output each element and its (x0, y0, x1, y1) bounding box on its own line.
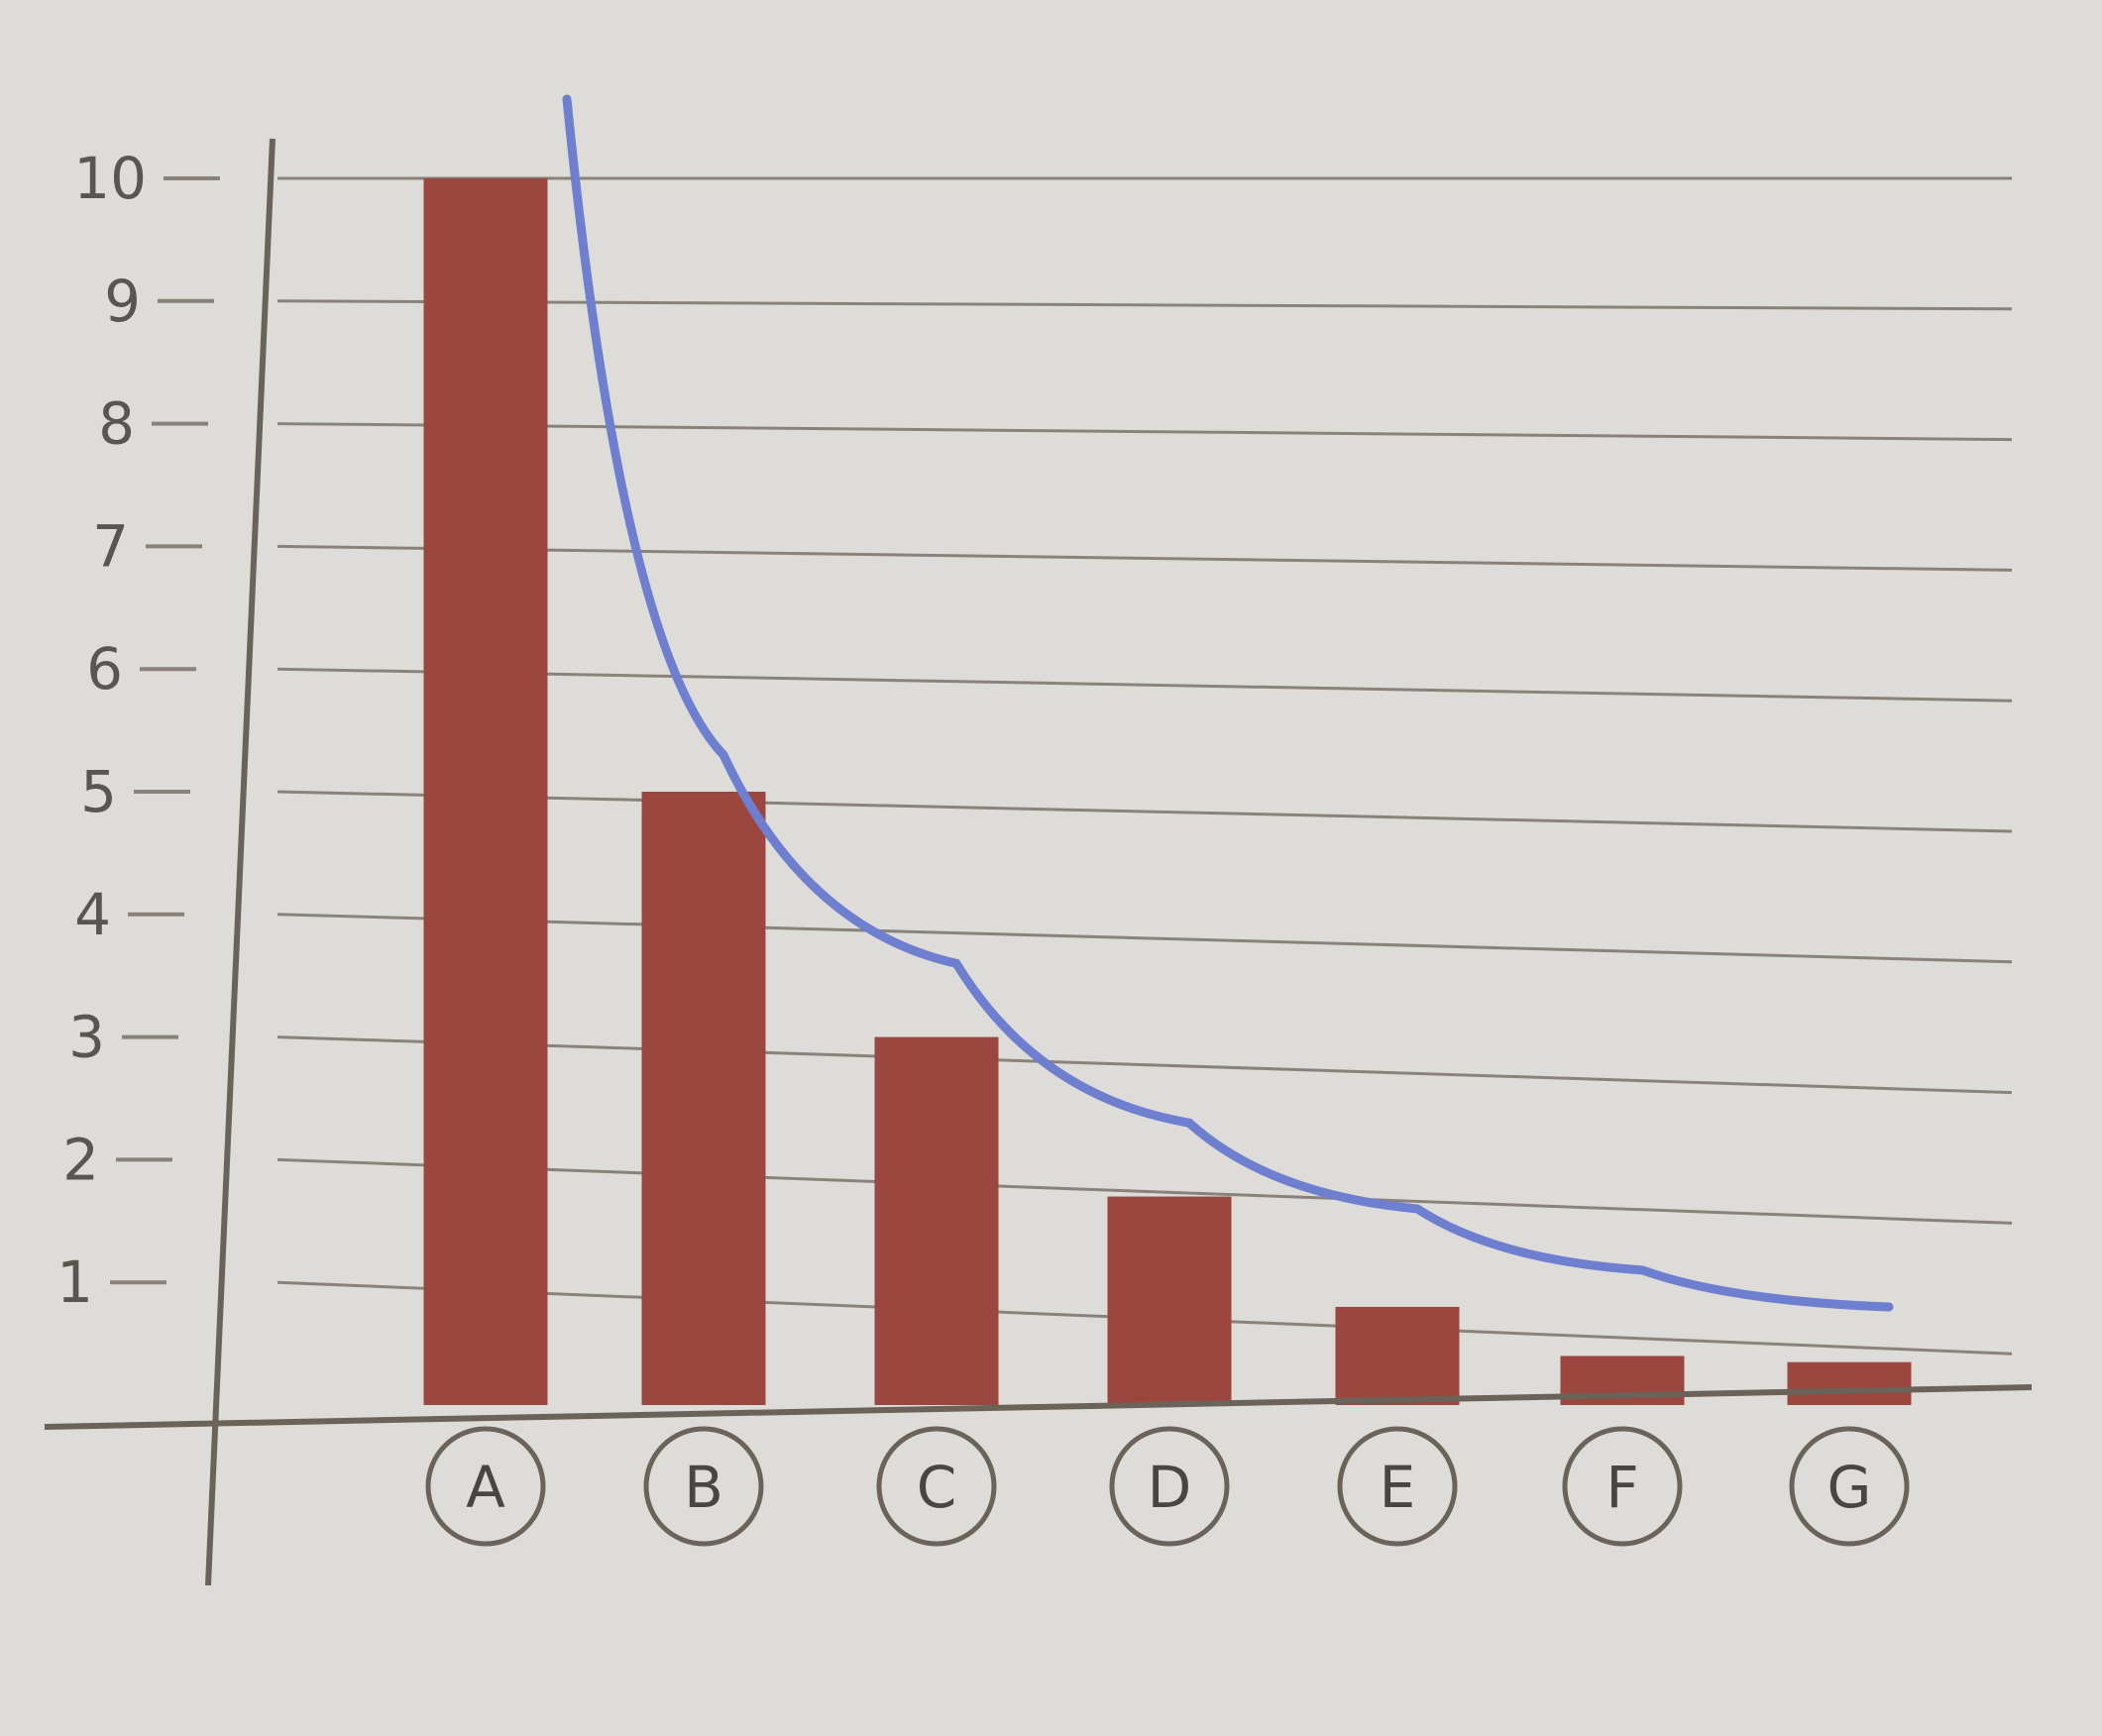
y-tick-label-9: 9 (104, 268, 141, 335)
bar-C (874, 1036, 999, 1405)
y-tick-label-1: 1 (56, 1248, 93, 1316)
category-G: G (1789, 1426, 1910, 1547)
y-tick-label-10: 10 (73, 145, 147, 212)
y-tick-label-8: 8 (98, 390, 135, 458)
bar-A (423, 178, 548, 1405)
category-E: E (1337, 1426, 1458, 1547)
trend-curve (562, 94, 1894, 1312)
bar-D (1107, 1196, 1232, 1405)
category-F: F (1562, 1426, 1683, 1547)
grid-lines (277, 176, 2013, 1356)
y-tick-label-4: 4 (74, 881, 111, 948)
grid-line-2 (277, 1157, 2013, 1225)
category-label-F: F (1605, 1454, 1638, 1521)
y-tick-label-5: 5 (80, 758, 117, 825)
category-label-G: G (1827, 1454, 1872, 1521)
x-axis-line (44, 1384, 2033, 1430)
category-D: D (1109, 1426, 1230, 1547)
grid-line-3 (277, 1035, 2013, 1095)
y-tick-label-7: 7 (92, 512, 129, 580)
grid-line-6 (277, 667, 2013, 703)
category-label-E: E (1380, 1454, 1416, 1521)
category-circle-G (1789, 1426, 1910, 1547)
bar-E (1335, 1306, 1460, 1405)
y-axis-ticks: 1 2 3 4 5 6 7 8 9 10 (56, 145, 220, 1316)
trend-curve-line (562, 94, 1894, 1312)
category-B: B (643, 1426, 764, 1547)
category-circle-D (1109, 1426, 1230, 1547)
bar-B (641, 792, 766, 1405)
category-circle-E (1337, 1426, 1458, 1547)
category-circle-C (876, 1426, 997, 1547)
grid-line-7 (277, 544, 2013, 572)
category-label-B: B (684, 1454, 723, 1521)
grid-line-9 (277, 299, 2013, 311)
category-circle-B (643, 1426, 764, 1547)
category-label-D: D (1148, 1454, 1192, 1521)
category-label-A: A (466, 1454, 505, 1521)
category-circle-A (425, 1426, 546, 1547)
x-axis-categories: A B C D E F G (425, 1426, 1910, 1547)
category-label-C: C (917, 1454, 957, 1521)
y-tick-label-6: 6 (86, 635, 123, 703)
grid-line-8 (277, 422, 2013, 442)
axes (44, 138, 2033, 1586)
y-axis-line (205, 138, 276, 1586)
grid-line-4 (277, 913, 2013, 964)
bar-G (1787, 1361, 1912, 1405)
y-tick-label-2: 2 (62, 1126, 99, 1193)
y-tick-label-3: 3 (68, 1004, 105, 1071)
category-C: C (876, 1426, 997, 1547)
category-circle-F (1562, 1426, 1683, 1547)
category-A: A (425, 1426, 546, 1547)
grid-line-5 (277, 790, 2013, 833)
bars (423, 178, 1912, 1405)
